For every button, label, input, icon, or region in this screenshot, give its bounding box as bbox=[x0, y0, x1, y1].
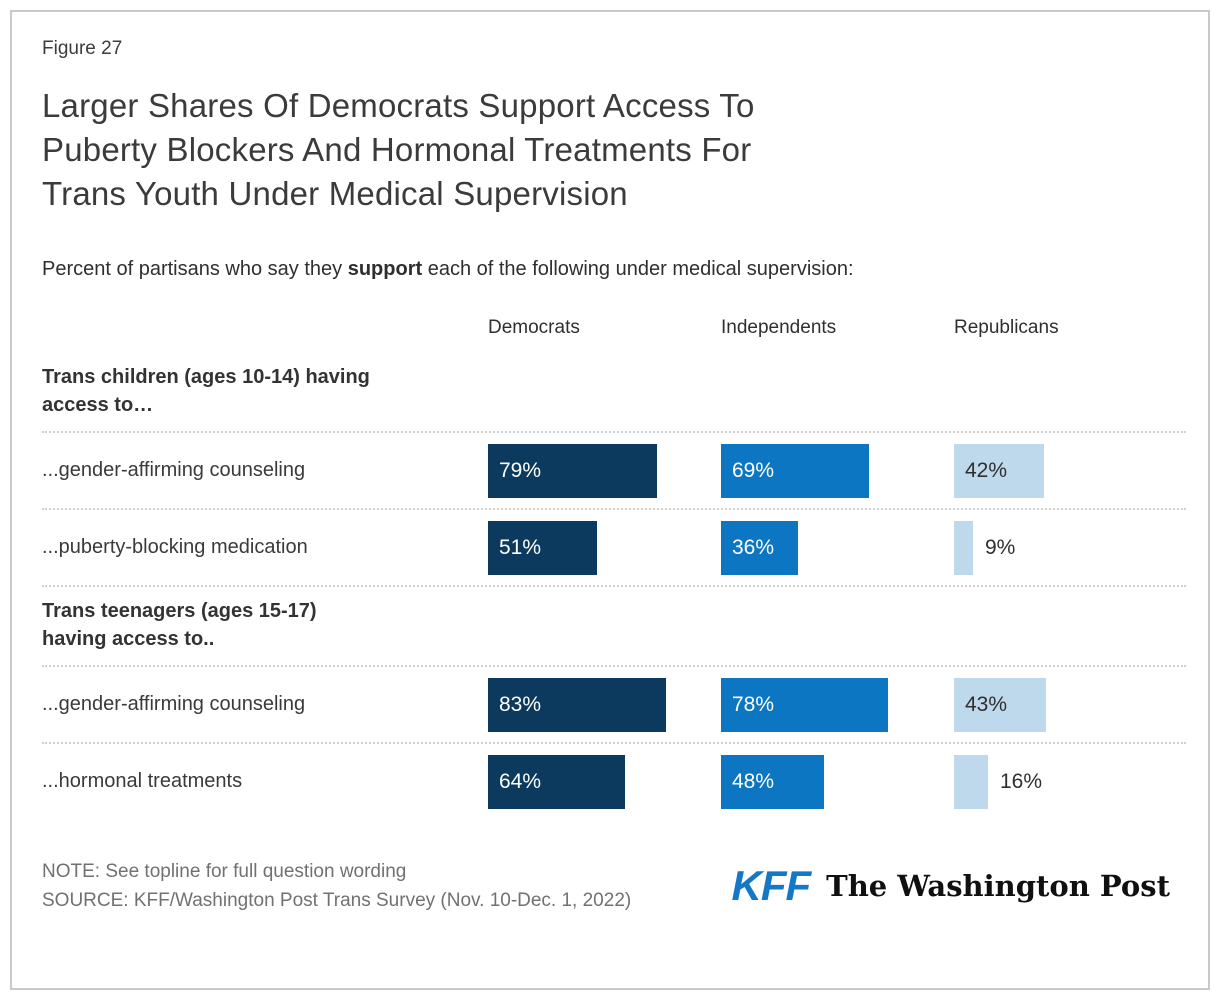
column-header-independents: Independents bbox=[721, 317, 837, 338]
bar-cell-democrats: 51% bbox=[488, 520, 721, 575]
bar-cell-democrats: 64% bbox=[488, 754, 721, 809]
bar-value-label: 43% bbox=[965, 692, 1008, 716]
logos: KFF The Washington Post bbox=[731, 865, 1178, 907]
bar-value-label: 79% bbox=[499, 458, 542, 482]
column-header-spacer bbox=[42, 317, 488, 339]
bar-cell-democrats: 83% bbox=[488, 677, 721, 732]
column-headers: Democrats Independents Republicans bbox=[42, 317, 1178, 339]
bar-chart: Democrats Independents Republicans Trans… bbox=[42, 317, 1186, 819]
bar-value-label: 64% bbox=[499, 769, 542, 793]
subtitle-pre: Percent of partisans who say they bbox=[42, 258, 348, 280]
row-label: ...gender-affirming counseling bbox=[42, 459, 306, 481]
bar-democrats: 83% bbox=[488, 677, 666, 732]
footer: NOTE: See topline for full question word… bbox=[42, 857, 1178, 915]
bar-democrats: 51% bbox=[488, 520, 597, 575]
bar-value-label: 78% bbox=[732, 692, 775, 716]
bar-republicans bbox=[954, 520, 973, 575]
subtitle-post: each of the following under medical supe… bbox=[422, 258, 854, 280]
chart-row: ...gender-affirming counseling 83% 78% 43% bbox=[42, 665, 1186, 742]
bar-democrats: 64% bbox=[488, 754, 625, 809]
note-line: NOTE: See topline for full question word… bbox=[42, 861, 407, 882]
chart-subtitle: Percent of partisans who say they suppor… bbox=[42, 254, 1042, 285]
chart-table: Trans children (ages 10-14) having access… bbox=[42, 353, 1186, 819]
bar-independents: 69% bbox=[721, 443, 869, 498]
row-label: ...hormonal treatments bbox=[42, 770, 243, 792]
chart-title: Larger Shares Of Democrats Support Acces… bbox=[42, 84, 1178, 216]
bar-independents: 36% bbox=[721, 520, 798, 575]
group-header: Trans teenagers (ages 15-17) having acces… bbox=[42, 585, 1186, 665]
bar-value-label: 36% bbox=[732, 535, 775, 559]
row-label: ...puberty-blocking medication bbox=[42, 536, 308, 558]
bar-independents: 48% bbox=[721, 754, 824, 809]
bar-independents: 78% bbox=[721, 677, 888, 732]
bar-value-label: 69% bbox=[732, 458, 775, 482]
bar-value-label: 16% bbox=[1000, 769, 1043, 793]
source-line: SOURCE: KFF/Washington Post Trans Survey… bbox=[42, 890, 632, 911]
bar-value-label: 51% bbox=[499, 535, 542, 559]
bar-cell-republicans: 16% bbox=[954, 754, 1187, 809]
bar-cell-independents: 69% bbox=[721, 443, 954, 498]
bar-value-label: 9% bbox=[985, 535, 1016, 559]
column-header-republicans: Republicans bbox=[954, 317, 1059, 338]
bar-cell-republicans: 9% bbox=[954, 520, 1187, 575]
chart-title-line-3: Trans Youth Under Medical Supervision bbox=[42, 175, 628, 212]
group-header: Trans children (ages 10-14) having access… bbox=[42, 353, 1186, 431]
bar-cell-republicans: 43% bbox=[954, 677, 1187, 732]
column-header-democrats: Democrats bbox=[488, 317, 580, 338]
bar-republicans: 43% bbox=[954, 677, 1046, 732]
figure-card: Figure 27 Larger Shares Of Democrats Sup… bbox=[10, 10, 1210, 990]
bar-republicans bbox=[954, 754, 988, 809]
chart-row: ...puberty-blocking medication 51% 36% 9% bbox=[42, 508, 1186, 585]
bar-cell-independents: 48% bbox=[721, 754, 954, 809]
group-header-line: having access to.. bbox=[42, 628, 215, 650]
group-header-line: Trans teenagers (ages 15-17) bbox=[42, 600, 317, 622]
figure-label: Figure 27 bbox=[42, 38, 123, 59]
group-header-line: access to… bbox=[42, 394, 154, 416]
group-header-line: Trans children (ages 10-14) having bbox=[42, 366, 370, 388]
bar-value-label: 48% bbox=[732, 769, 775, 793]
chart-title-line-2: Puberty Blockers And Hormonal Treatments… bbox=[42, 131, 752, 168]
bar-democrats: 79% bbox=[488, 443, 657, 498]
bar-cell-democrats: 79% bbox=[488, 443, 721, 498]
washington-post-logo: The Washington Post bbox=[826, 868, 1170, 903]
chart-row: ...hormonal treatments 64% 48% 16% bbox=[42, 742, 1186, 819]
bar-value-label: 83% bbox=[499, 692, 542, 716]
subtitle-bold: support bbox=[347, 258, 423, 280]
footer-notes: NOTE: See topline for full question word… bbox=[42, 857, 631, 915]
kff-logo: KFF bbox=[731, 862, 811, 909]
bar-cell-republicans: 42% bbox=[954, 443, 1187, 498]
bar-republicans: 42% bbox=[954, 443, 1044, 498]
bar-cell-independents: 36% bbox=[721, 520, 954, 575]
row-label: ...gender-affirming counseling bbox=[42, 693, 306, 715]
chart-title-line-1: Larger Shares Of Democrats Support Acces… bbox=[42, 87, 755, 124]
bar-cell-independents: 78% bbox=[721, 677, 954, 732]
bar-value-label: 42% bbox=[965, 458, 1008, 482]
chart-row: ...gender-affirming counseling 79% 69% 42% bbox=[42, 431, 1186, 508]
